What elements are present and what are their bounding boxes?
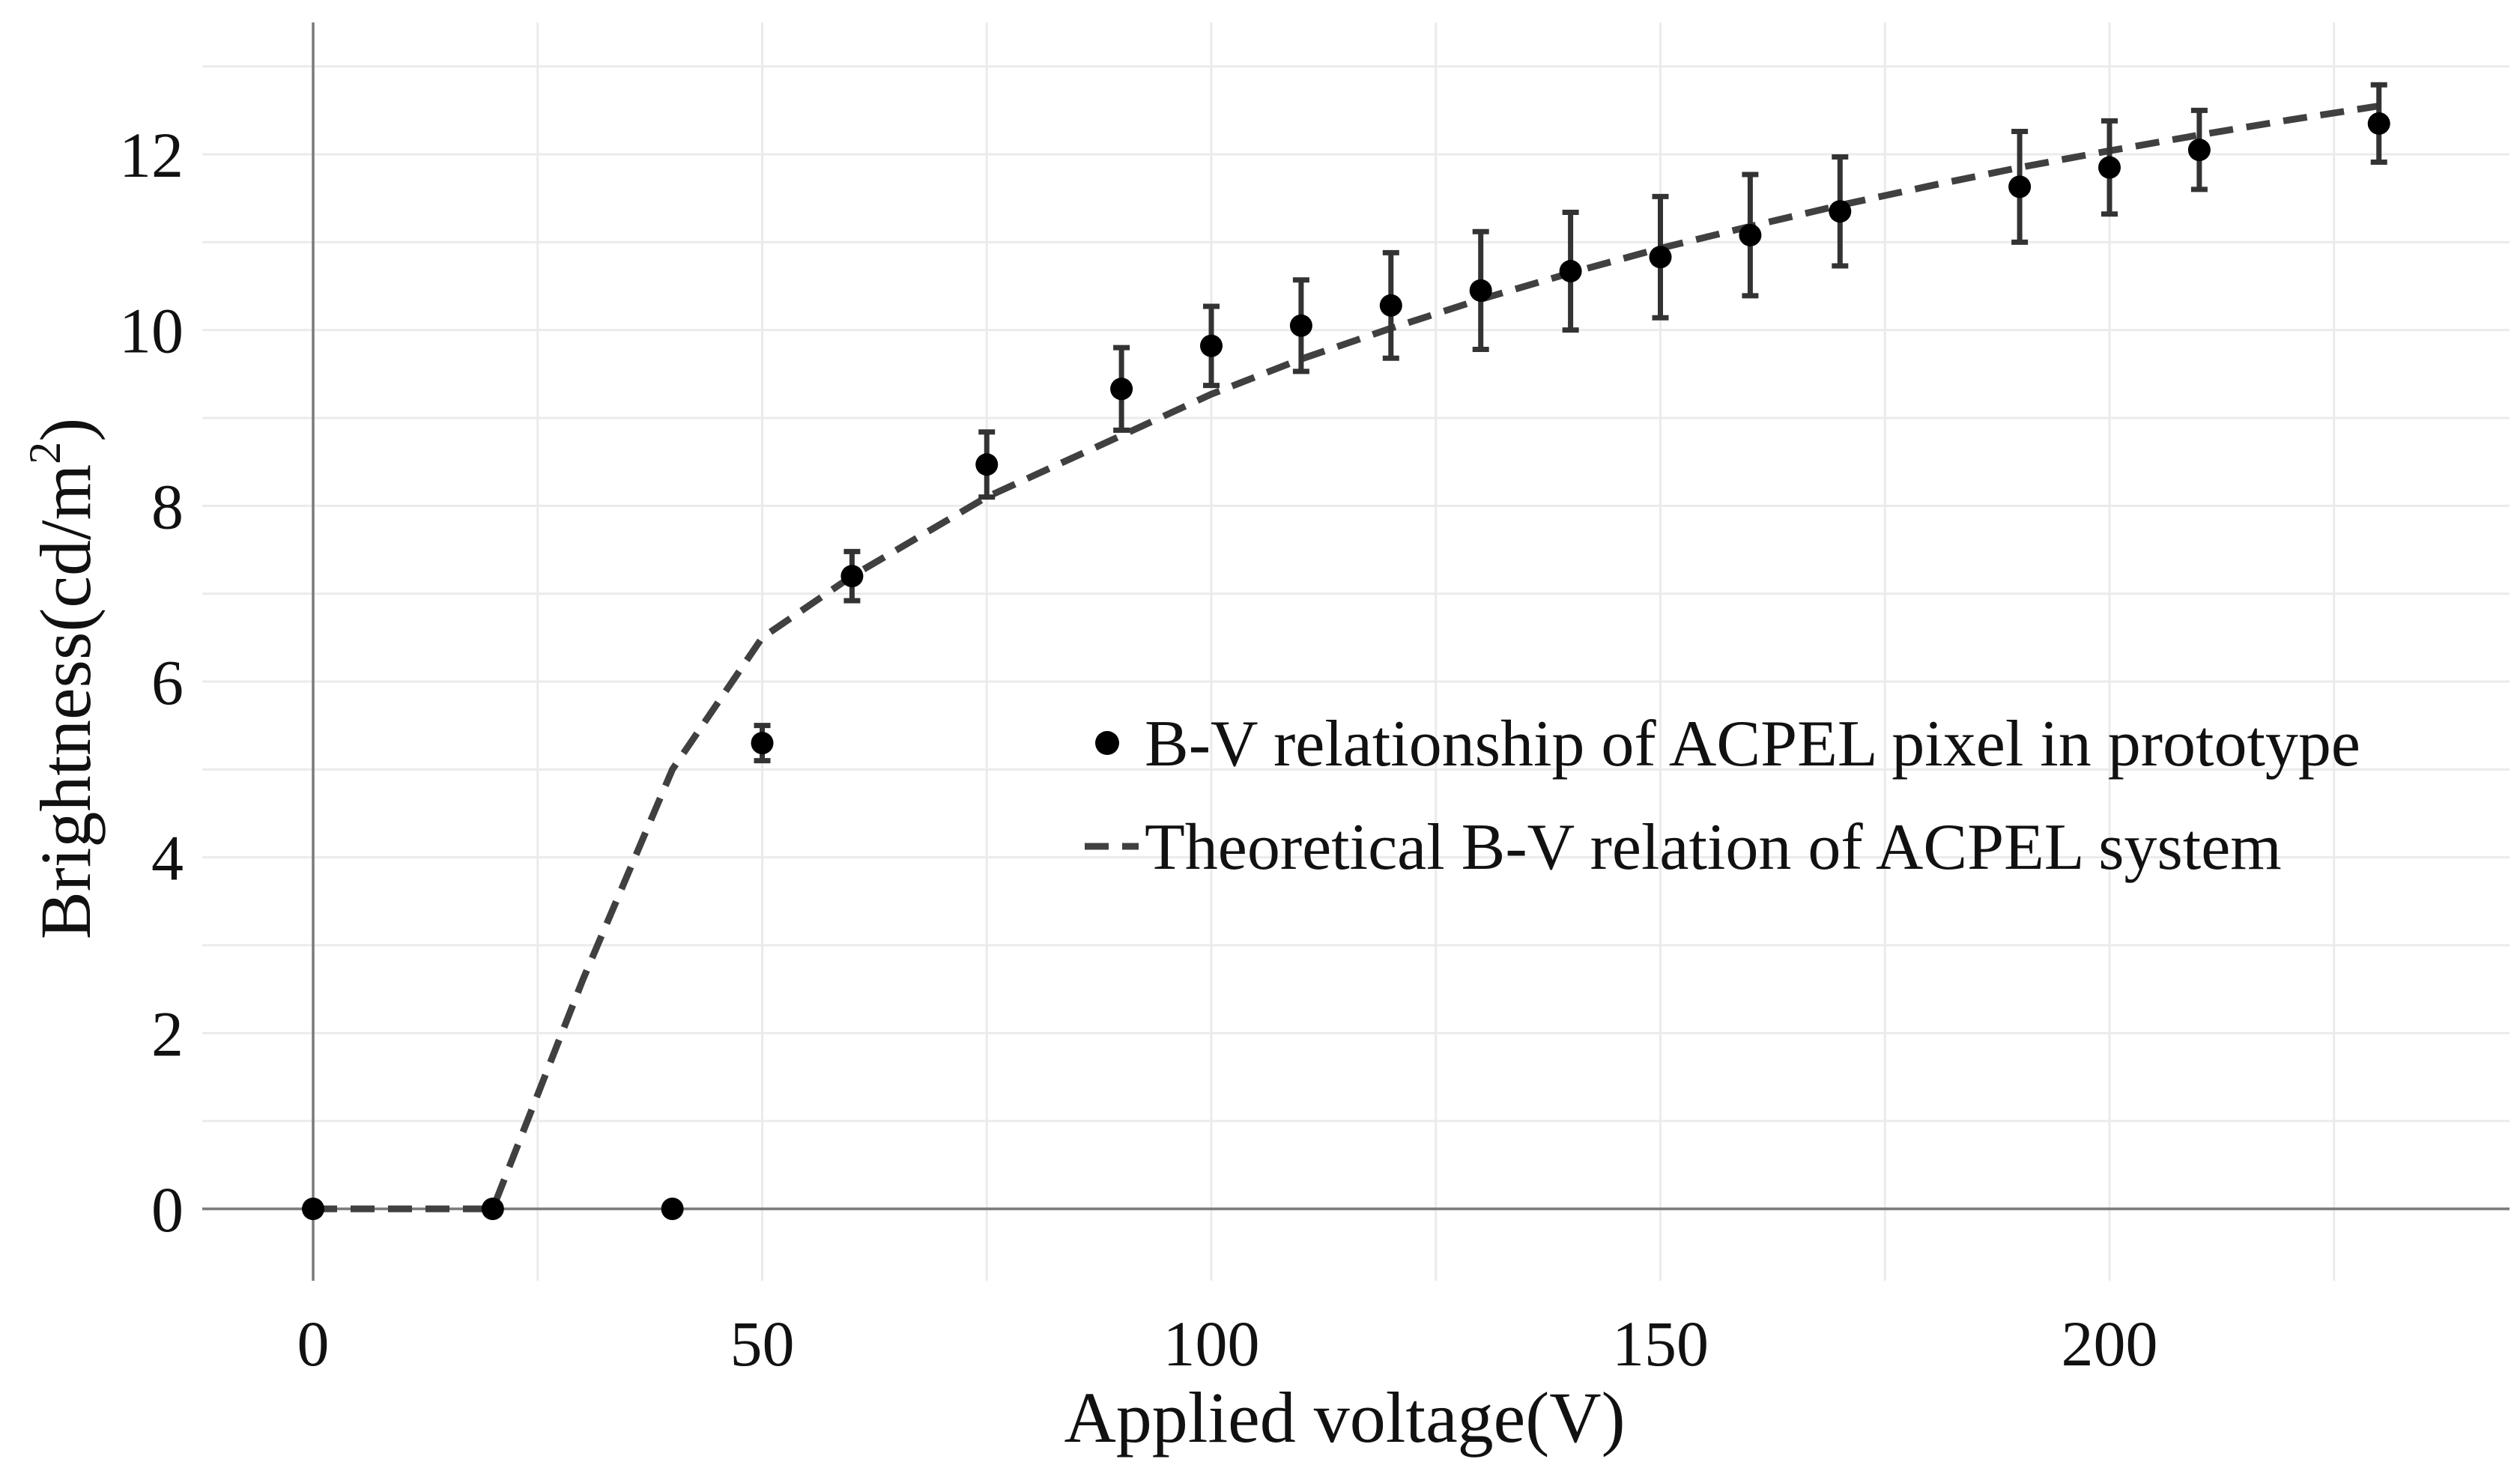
y-tick-label: 4 [151,822,184,894]
data-point [2187,139,2211,162]
x-axis-title: Applied voltage(V) [1064,1377,1625,1458]
data-point [1649,246,1672,269]
data-point [661,1198,684,1220]
data-point [1289,314,1312,337]
y-tick-label: 0 [151,1174,184,1246]
data-point [2367,112,2390,135]
y-tick-label: 8 [151,470,184,542]
grid-lines [202,22,2510,1281]
data-point [2098,156,2121,179]
x-tick-label: 150 [1612,1308,1709,1380]
y-axis-title: Brightness(cd/m2) [20,418,106,940]
legend-label-theory: Theoretical B-V relation of ACPEL system [1145,811,2282,884]
y-tick-label: 10 [119,295,184,367]
data-point [840,565,864,588]
theoretical-series [313,103,2380,1213]
data-point [1739,223,1762,246]
x-tick-label: 50 [730,1308,795,1380]
y-tick-label: 2 [151,998,184,1070]
axes [202,22,2510,1281]
x-tick-label: 0 [297,1308,330,1380]
data-point [1829,200,1852,223]
x-tick-label: 100 [1163,1308,1260,1380]
data-point [2008,175,2032,198]
y-tick-label: 12 [119,119,184,191]
data-point [1200,334,1223,357]
data-point [1379,294,1402,317]
x-tick-label: 200 [2062,1308,2158,1380]
legend-label-measured: B-V relationship of ACPEL pixel in proto… [1145,708,2360,780]
measured-series [302,82,2390,1220]
data-point [751,732,774,755]
data-point [1110,377,1133,401]
theory-line [313,103,2380,1213]
legend-marker-measured [1095,731,1119,755]
y-tick-label: 6 [151,646,184,718]
legend: B-V relationship of ACPEL pixel in proto… [1085,708,2360,884]
data-point [975,453,999,476]
data-point [481,1198,504,1220]
tick-labels: 0 50 100 150 200 0 2 4 6 8 10 12 [119,119,2158,1380]
data-point [302,1198,324,1220]
data-point [1469,279,1492,302]
data-point [1559,260,1582,283]
